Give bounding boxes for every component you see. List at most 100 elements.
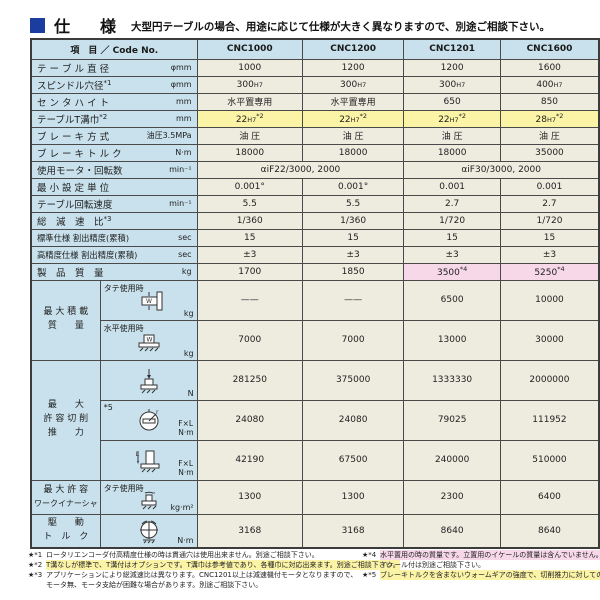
spec-cell: 1300 bbox=[196, 479, 303, 515]
footnote: ★*3 アプリケーションにより総減速比は異なります。CNC1201以上は減速機付モ… bbox=[28, 571, 358, 580]
spec-cell: 300H7 bbox=[301, 75, 405, 94]
row-label-cell: 総 減 速 比*3 bbox=[30, 211, 198, 230]
row-unit: sec bbox=[178, 250, 192, 259]
spec-cell: 油 圧 bbox=[196, 126, 303, 145]
row-label-cell: 最 小 設 定 単 位 bbox=[30, 177, 198, 196]
svg-text:L: L bbox=[135, 451, 139, 458]
spec-cell: 300H7 bbox=[403, 75, 501, 94]
header-model-cnc1600: CNC1600 bbox=[499, 38, 600, 60]
spec-cell: 1/720 bbox=[403, 211, 501, 230]
row-label-cell: 標準仕様 割出精度(累積) sec bbox=[30, 228, 198, 247]
spec-cell: 水平置専用 bbox=[196, 92, 303, 111]
row-label: テ ー ブ ル 直 径 bbox=[37, 63, 110, 75]
table-row: テ ー ブ ル 直 径 φmm 1000 1200 1200 1600 bbox=[30, 58, 600, 77]
row-label: テーブルT溝巾*2 bbox=[37, 112, 108, 126]
spec-cell: 22H7*2 bbox=[403, 109, 501, 128]
footnote: ★*2 T溝なしが標準で、T溝付はオプションです。T溝巾は参考値であり、各種巾に対… bbox=[28, 560, 400, 571]
header-model-cnc1200: CNC1200 bbox=[301, 38, 405, 60]
row-label-cell: セ ン タ ハ イ ト mm bbox=[30, 92, 198, 111]
spec-cell: 1000 bbox=[196, 58, 303, 77]
row-label-cell: テ ー ブ ル 直 径 φmm bbox=[30, 58, 198, 77]
spec-cell: 10000 bbox=[499, 279, 600, 321]
spec-cell: 油 圧 bbox=[403, 126, 501, 145]
horizontal-use-icon: W bbox=[138, 334, 160, 352]
row-unit: F×L N·m bbox=[178, 459, 194, 477]
row-label: 使用モータ・回転数 bbox=[37, 165, 123, 177]
row-mark: *5 bbox=[103, 402, 113, 412]
spec-cell: 1700 bbox=[196, 262, 303, 281]
spec-cell: 2.7 bbox=[499, 194, 600, 213]
title-square-icon bbox=[30, 17, 45, 33]
vertical-use-icon: W bbox=[141, 291, 163, 311]
row-unit: φmm bbox=[170, 63, 192, 72]
spec-cell: 5.5 bbox=[196, 194, 303, 213]
table-row: 使用モータ・回転数 min⁻¹ αiF22/3000, 2000 αiF30/30… bbox=[30, 160, 600, 179]
spec-cell: 油 圧 bbox=[499, 126, 600, 145]
table-header-row: 項 目 ／ Code No. CNC1000 CNC1200 CNC1201 C… bbox=[30, 38, 600, 60]
table-row: 最 大 積 載質 量 タテ使用時 W kg —— —— 6500 10000 bbox=[30, 279, 600, 361]
drive-torque-icon bbox=[139, 520, 158, 544]
spec-cell: 油 圧 bbox=[301, 126, 405, 145]
table-row: ブ レ ー キ ト ル ク N·m 18000 18000 18000 35000 bbox=[30, 143, 600, 162]
footnote: イケール付は別途ご相談下さい。 bbox=[380, 561, 485, 570]
table-row: スピンドル穴径*1 φmm 300H7 300H7 300H7 400H7 bbox=[30, 75, 600, 94]
spec-cell: 1200 bbox=[301, 58, 405, 77]
spec-cell: 18000 bbox=[301, 143, 405, 162]
row-unit: mm bbox=[176, 97, 192, 106]
row-unit: kg bbox=[183, 348, 194, 358]
row-unit: mm bbox=[176, 114, 192, 123]
spec-cell: 2000000 bbox=[499, 359, 600, 401]
row-label-cell: 使用モータ・回転数 min⁻¹ bbox=[30, 160, 198, 179]
row-label-cell: テーブルT溝巾*2 mm bbox=[30, 109, 198, 128]
spec-cell: 6500 bbox=[403, 279, 501, 321]
spec-cell: 67500 bbox=[301, 439, 405, 481]
spec-cell: ±3 bbox=[403, 245, 501, 264]
row-unit: φmm bbox=[170, 80, 192, 89]
spec-cell: 0.001° bbox=[196, 177, 303, 196]
row-icon-cell: タテ使用時 kg·m² bbox=[99, 479, 198, 515]
row-label: スピンドル穴径*1 bbox=[37, 78, 112, 92]
spec-cell: 15 bbox=[301, 228, 405, 247]
row-label: 高精度仕様 割出精度(累積) bbox=[37, 249, 138, 260]
footnotes-left: ★*1 ロータリエンコーダ付高精度仕様の時は貫通穴は使用出来ません。別途ご相談下さ… bbox=[28, 550, 400, 591]
group-label-drive-torque: 駆 動ト ル ク bbox=[30, 513, 101, 549]
spec-cell: ±3 bbox=[499, 245, 600, 264]
spec-cell: 400H7 bbox=[499, 75, 600, 94]
work-inertia-icon bbox=[141, 491, 157, 509]
row-label-cell: 高精度仕様 割出精度(累積) sec bbox=[30, 245, 198, 264]
svg-text:W: W bbox=[146, 337, 152, 344]
spec-cell: 375000 bbox=[301, 359, 405, 401]
spec-cell: 281250 bbox=[196, 359, 303, 401]
row-caption: タテ使用時 bbox=[103, 283, 144, 293]
row-icon-cell: L F×L N·m bbox=[99, 439, 198, 481]
row-icon-cell: N·m bbox=[99, 513, 198, 549]
group-label-max-load: 最 大 積 載質 量 bbox=[30, 279, 101, 361]
spec-cell: 18000 bbox=[196, 143, 303, 162]
row-label: ブ レ ー キ ト ル ク bbox=[37, 148, 122, 160]
spec-cell: ±3 bbox=[301, 245, 405, 264]
spec-cell: 2.7 bbox=[403, 194, 501, 213]
group-label-max-cutting: 最 大許 容 切 削推 力 bbox=[30, 359, 101, 481]
spec-cell: 0.001° bbox=[301, 177, 405, 196]
spec-cell: 850 bbox=[499, 92, 600, 111]
spec-cell: 1200 bbox=[403, 58, 501, 77]
row-unit: kg bbox=[181, 267, 192, 276]
spec-cell: 3500*4 bbox=[403, 262, 501, 281]
row-label-cell: テーブル回転速度 min⁻¹ bbox=[30, 194, 198, 213]
spec-cell: 111952 bbox=[499, 399, 600, 441]
table-row: 駆 動ト ル ク N·m 3168 3168 8640 8640 bbox=[30, 513, 600, 549]
header-item-cell: 項 目 ／ Code No. bbox=[30, 38, 198, 60]
title-bar: 仕 様 大型円テーブルの場合、用途に応じて仕様が大きく異なりますので、別途ご相談… bbox=[30, 13, 550, 37]
row-caption: タテ使用時 bbox=[103, 483, 144, 493]
spec-cell: 1/720 bbox=[499, 211, 600, 230]
spec-cell: 510000 bbox=[499, 439, 600, 481]
svg-text:r: r bbox=[156, 409, 159, 416]
spec-cell: αiF22/3000, 2000 bbox=[196, 160, 405, 179]
footnote: ★*1 ロータリエンコーダ付高精度仕様の時は貫通穴は使用出来ません。別途ご相談下さ… bbox=[28, 551, 319, 559]
row-unit: kg·m² bbox=[170, 502, 194, 512]
table-row: 標準仕様 割出精度(累積) sec 15 15 15 15 bbox=[30, 228, 600, 247]
radial-cutting-force-icon: r bbox=[139, 409, 159, 431]
spec-table: 項 目 ／ Code No. CNC1000 CNC1200 CNC1201 C… bbox=[30, 38, 600, 549]
